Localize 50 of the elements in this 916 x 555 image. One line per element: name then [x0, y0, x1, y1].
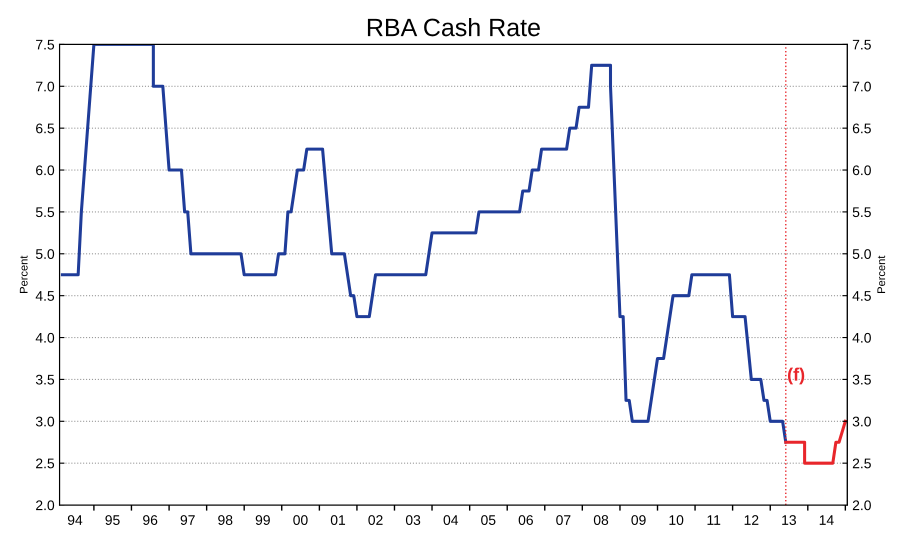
y-tick-label: 5.5: [36, 207, 54, 218]
x-tick-label: 12: [744, 515, 758, 525]
y2-tick-label: 3.0: [852, 416, 871, 426]
x-tick-label: 04: [444, 515, 458, 525]
y2-tick-label: 4.0: [852, 332, 871, 343]
y2-axis-title: Percent: [877, 256, 886, 293]
y-tick-label: 2.5: [36, 458, 54, 468]
y2-tick-label: 2.0: [852, 500, 871, 510]
x-tick-label: 98: [218, 515, 232, 525]
x-tick-label: 13: [782, 515, 796, 525]
y2-tick-label: 6.5: [852, 123, 871, 134]
y2-tick-label: 5.5: [852, 207, 871, 218]
y2-tick-label: 6.0: [852, 165, 871, 176]
y-tick-label: 4.0: [36, 332, 54, 343]
y2-tick-label: 7.0: [852, 82, 871, 92]
x-tick-label: 01: [330, 515, 346, 525]
x-tick-label: 94: [68, 515, 82, 525]
y2-tick-label: 5.0: [852, 249, 871, 259]
x-tick-label: 05: [481, 515, 496, 525]
y-tick-label: 3.0: [36, 416, 54, 426]
y-axis-title: Percent: [20, 256, 28, 293]
x-tick-label: 97: [180, 515, 195, 525]
y2-tick-label: 7.5: [852, 40, 871, 50]
y-tick-label: 2.0: [36, 500, 54, 510]
line-series: [60, 44, 788, 444]
y-tick-label: 7.5: [36, 40, 54, 50]
x-tick-label: 96: [143, 515, 158, 525]
annotation: (f): [788, 368, 804, 384]
y2-tick-label: 4.5: [852, 291, 871, 301]
y-tick-label: 4.5: [36, 291, 54, 301]
x-tick-label: 02: [368, 515, 383, 525]
x-tick-label: 14: [820, 515, 834, 525]
x-tick-label: 06: [518, 515, 533, 525]
chart-title: RBA Cash Rate: [368, 18, 540, 36]
y-tick-label: 3.5: [36, 374, 54, 385]
y2-tick-label: 2.5: [852, 458, 871, 468]
x-tick-label: 95: [105, 515, 120, 525]
y-tick-label: 6.5: [36, 123, 54, 134]
y-tick-label: 7.0: [36, 82, 54, 92]
x-tick-label: 10: [669, 515, 684, 525]
x-tick-label: 99: [256, 515, 270, 525]
y-tick-label: 6.0: [36, 165, 54, 176]
x-tick-label: 08: [594, 515, 608, 525]
x-tick-label: 00: [293, 515, 308, 525]
y2-tick-label: 3.5: [852, 374, 871, 385]
x-tick-label: 09: [631, 515, 646, 525]
y-tick-label: 5.0: [36, 249, 54, 259]
x-tick-label: 11: [708, 515, 720, 525]
x-tick-label: 07: [556, 515, 570, 525]
x-tick-label: 03: [406, 515, 420, 525]
